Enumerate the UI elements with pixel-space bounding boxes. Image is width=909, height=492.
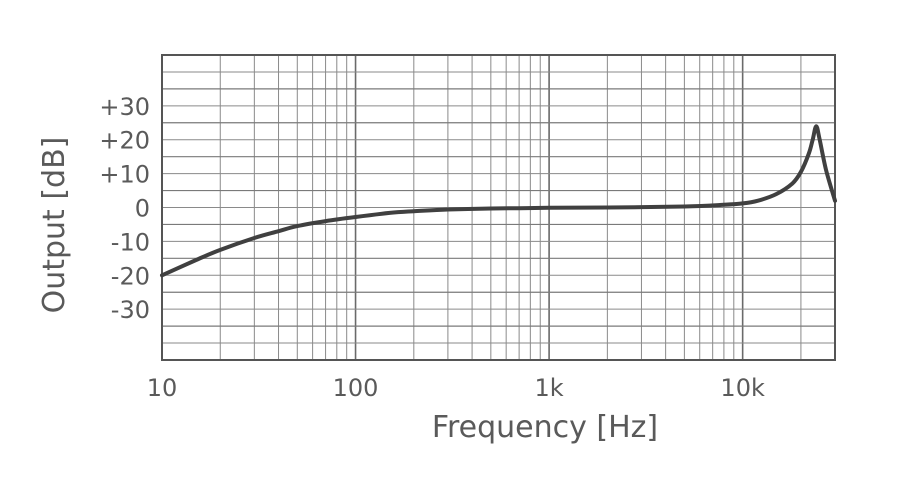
- y-tick-label: -20: [111, 262, 150, 290]
- y-tick-label: -10: [111, 228, 150, 256]
- y-tick-label: 0: [135, 195, 150, 223]
- x-axis-title: Frequency [Hz]: [432, 410, 658, 445]
- y-tick-label: +20: [99, 127, 150, 155]
- plot-frame: [161, 54, 836, 361]
- y-tick-labels: +30 +20 +10 0 -10 -20 -30: [99, 93, 150, 324]
- x-tick-labels: 10 100 1k 10k: [147, 374, 765, 402]
- y-tick-label: +10: [99, 161, 150, 189]
- x-tick-label: 100: [333, 374, 379, 402]
- y-tick-label: +30: [99, 93, 150, 121]
- y-tick-label: -30: [111, 296, 150, 324]
- x-tick-label: 10: [147, 374, 178, 402]
- x-tick-label: 10k: [720, 374, 765, 402]
- y-axis-title: Output [dB]: [37, 137, 72, 314]
- x-tick-label: 1k: [535, 374, 564, 402]
- series-line-output: [160, 124, 837, 278]
